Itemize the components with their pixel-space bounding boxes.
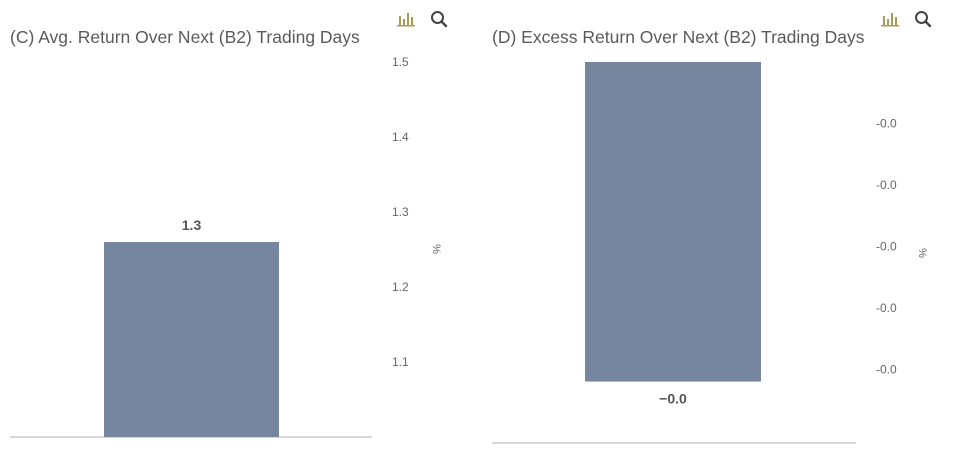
search-icon[interactable] bbox=[430, 10, 448, 33]
y-tick-label: -0.0 bbox=[876, 239, 897, 253]
bar-chart-icon[interactable] bbox=[396, 10, 416, 33]
chart-title: (C) Avg. Return Over Next (B2) Trading D… bbox=[10, 27, 360, 47]
chart-panel-d: (D) Excess Return Over Next (B2) Trading… bbox=[482, 0, 958, 466]
chart-title: (D) Excess Return Over Next (B2) Trading… bbox=[492, 27, 865, 47]
bar-data-label: −0.0 bbox=[659, 391, 687, 407]
y-tick-label: -0.0 bbox=[876, 116, 897, 130]
chart-toolbar bbox=[880, 10, 932, 33]
search-icon[interactable] bbox=[914, 10, 932, 33]
bar-chart-icon[interactable] bbox=[880, 10, 900, 33]
bar bbox=[104, 242, 279, 437]
y-axis-unit-label: % bbox=[430, 244, 442, 254]
y-tick-label: 1.4 bbox=[392, 130, 409, 144]
y-axis-unit-label: % bbox=[916, 248, 928, 258]
y-tick-label: -0.0 bbox=[876, 301, 897, 315]
chart-c-plot: 1.5 1.4 1.3 1.2 1.1% 1.3 bbox=[10, 55, 442, 438]
bar-data-label: 1.3 bbox=[182, 217, 202, 233]
y-tick-label: 1.5 bbox=[392, 55, 409, 69]
bar bbox=[585, 62, 761, 382]
y-tick-label: -0.0 bbox=[876, 178, 897, 192]
y-tick-label: 1.3 bbox=[392, 205, 409, 219]
chart-toolbar bbox=[396, 10, 448, 33]
y-tick-label: -0.0 bbox=[876, 362, 897, 376]
y-tick-label: 1.2 bbox=[392, 280, 409, 294]
chart-panel-c: (C) Avg. Return Over Next (B2) Trading D… bbox=[0, 0, 470, 466]
chart-d-plot: -0.0 -0.0 -0.0 -0.0 -0.0% −0.0 bbox=[492, 62, 928, 444]
y-tick-label: 1.1 bbox=[392, 355, 409, 369]
